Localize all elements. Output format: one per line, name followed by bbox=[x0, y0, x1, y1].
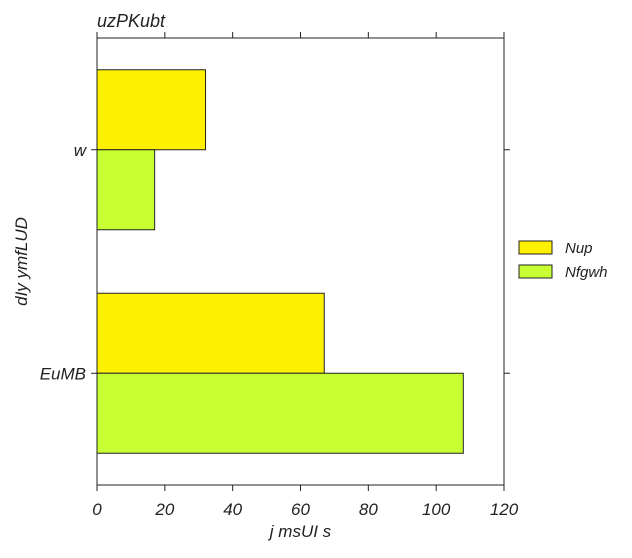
chart-title: uzPKubt bbox=[97, 11, 166, 31]
legend-swatch-nfgwh bbox=[518, 264, 553, 279]
bar-nfgwh-w bbox=[96, 149, 156, 231]
bar-nfgwh-eumb bbox=[96, 372, 464, 454]
x-axis-label: j msUI s bbox=[268, 522, 332, 541]
y-axis-label: dIy ymfLUD bbox=[12, 217, 31, 306]
bar-nup-w bbox=[96, 69, 207, 151]
legend-label-nup: Nup bbox=[565, 240, 593, 257]
x-tick-label: 120 bbox=[490, 500, 519, 519]
x-tick-label: 40 bbox=[223, 500, 242, 519]
legend: Nup Nfgwh bbox=[518, 240, 608, 281]
x-tick-label: 100 bbox=[422, 500, 451, 519]
x-tick-label: 60 bbox=[291, 500, 310, 519]
legend-label-nfgwh: Nfgwh bbox=[565, 264, 608, 281]
ticks-layer: 0 20 40 60 80 100 120 w EuMB bbox=[40, 32, 519, 519]
x-tick-label: 80 bbox=[359, 500, 378, 519]
y-tick-label-w: w bbox=[74, 141, 88, 160]
bar-nup-eumb bbox=[96, 292, 325, 374]
legend-swatch-nup bbox=[518, 240, 553, 255]
y-tick-label-eumb: EuMB bbox=[40, 364, 86, 383]
bars-layer bbox=[96, 69, 464, 454]
x-tick-label: 0 bbox=[92, 500, 102, 519]
x-tick-label: 20 bbox=[154, 500, 174, 519]
